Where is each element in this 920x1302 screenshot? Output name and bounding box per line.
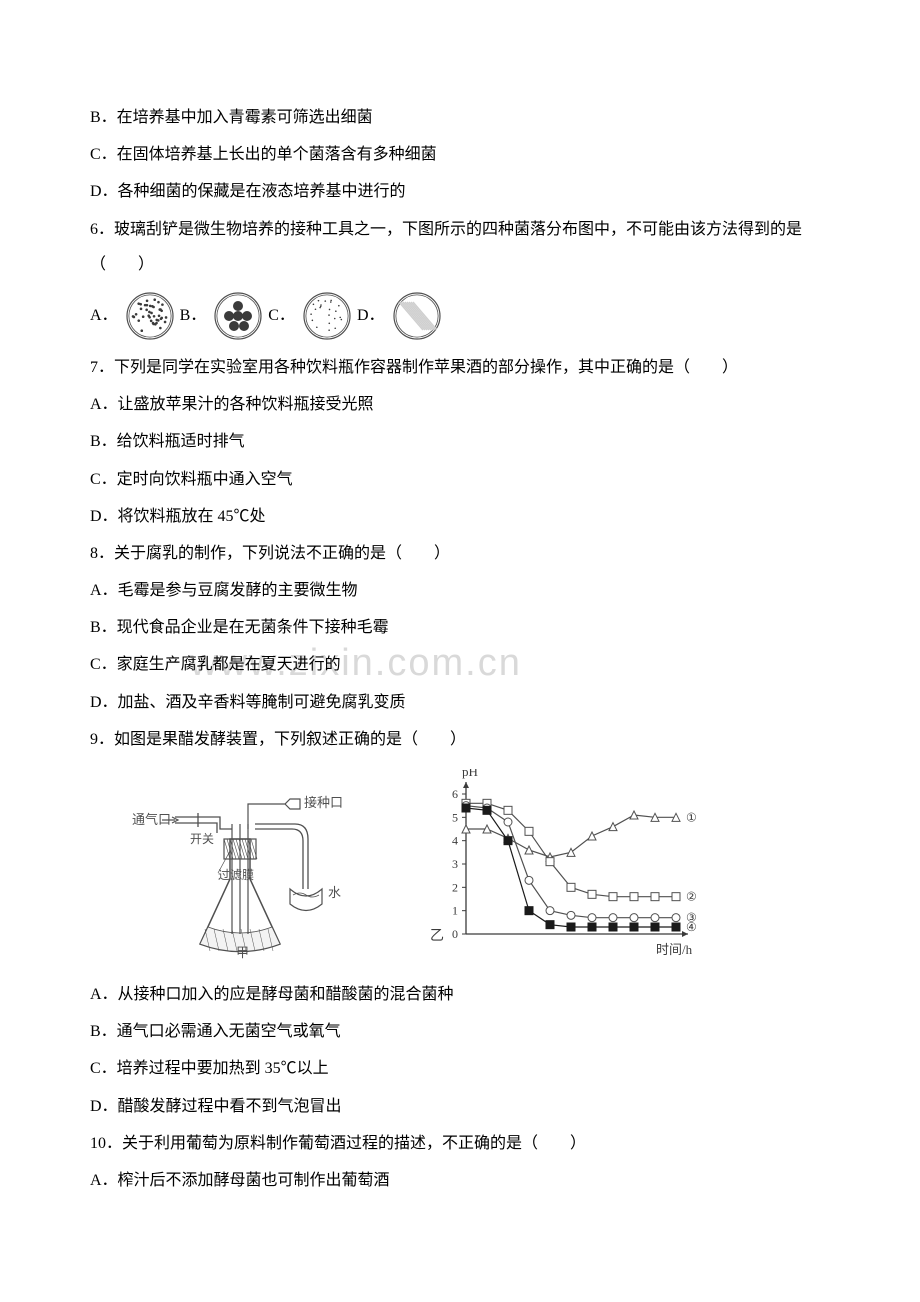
q5-option-d: D．各种细菌的保藏是在液态培养基中进行的 [90, 174, 830, 209]
q7-option-c: C．定时向饮料瓶中通入空气 [90, 462, 830, 497]
svg-text:通气口: 通气口 [132, 812, 171, 827]
svg-text:①: ① [686, 810, 697, 824]
svg-text:④: ④ [686, 920, 697, 934]
q5-option-b: B．在培养基中加入青霉素可筛选出细菌 [90, 100, 830, 135]
q8-option-c: C．家庭生产腐乳都是在夏天进行的 [90, 647, 830, 682]
svg-text:pH: pH [462, 769, 478, 779]
svg-text:开关: 开关 [190, 832, 214, 846]
q9-option-d: D．醋酸发酵过程中看不到气泡冒出 [90, 1089, 830, 1124]
q8-option-a: A．毛霉是参与豆腐发酵的主要微生物 [90, 573, 830, 608]
svg-text:1: 1 [452, 904, 458, 918]
svg-text:6: 6 [452, 787, 458, 801]
q9-flask-diagram: 通气口开关过滤膜 接种口水甲 [90, 769, 390, 959]
svg-text:②: ② [686, 890, 697, 904]
q6-dish-b-icon [214, 292, 262, 340]
q6-c-label: C． [268, 298, 295, 333]
svg-text:3: 3 [452, 857, 458, 871]
q6-dish-d-icon [393, 292, 441, 340]
q9-option-c: C．培养过程中要加热到 35℃以上 [90, 1051, 830, 1086]
svg-text:甲: 甲 [236, 945, 249, 959]
q7-option-a: A．让盛放苹果汁的各种饮料瓶接受光照 [90, 387, 830, 422]
q7-option-b: B．给饮料瓶适时排气 [90, 424, 830, 459]
q6-dish-c-icon [303, 292, 351, 340]
svg-text:时间/h: 时间/h [656, 942, 693, 957]
q9-ph-chart: 0123456pH时间/h乙①②③④ [420, 769, 730, 959]
svg-text:水: 水 [328, 885, 341, 900]
q10-option-a: A．榨汁后不添加酵母菌也可制作出葡萄酒 [90, 1163, 830, 1198]
svg-text:5: 5 [452, 810, 458, 824]
svg-text:过滤膜: 过滤膜 [218, 868, 254, 882]
q6-a-label: A． [90, 298, 118, 333]
q6-d-label: D． [357, 298, 385, 333]
q6-options-row: A． B． C． D． [90, 292, 830, 340]
svg-text:乙: 乙 [430, 928, 444, 944]
q8-option-d: D．加盐、酒及辛香料等腌制可避免腐乳变质 [90, 685, 830, 720]
q6-stem: 6．玻璃刮铲是微生物培养的接种工具之一，下图所示的四种菌落分布图中，不可能由该方… [90, 212, 830, 282]
q9-option-b: B．通气口必需通入无菌空气或氧气 [90, 1014, 830, 1049]
svg-text:2: 2 [452, 880, 458, 894]
q6-dish-a-icon [126, 292, 174, 340]
q7-option-d: D．将饮料瓶放在 45℃处 [90, 499, 830, 534]
q8-stem: 8．关于腐乳的制作，下列说法不正确的是（ ） [90, 536, 830, 571]
q7-stem: 7．下列是同学在实验室用各种饮料瓶作容器制作苹果酒的部分操作，其中正确的是（ ） [90, 350, 830, 385]
svg-text:4: 4 [452, 834, 458, 848]
q5-option-c: C．在固体培养基上长出的单个菌落含有多种细菌 [90, 137, 830, 172]
svg-text:0: 0 [452, 927, 458, 941]
q8-option-b: B．现代食品企业是在无菌条件下接种毛霉 [90, 610, 830, 645]
q9-figure-row: 通气口开关过滤膜接种口水甲 0123456pH时间/h乙①②③④ [90, 769, 830, 959]
svg-text:接种口: 接种口 [304, 795, 343, 810]
q9-stem: 9．如图是果醋发酵装置，下列叙述正确的是（ ） [90, 722, 830, 757]
q10-stem: 10．关于利用葡萄为原料制作葡萄酒过程的描述，不正确的是（ ） [90, 1126, 830, 1161]
q6-b-label: B． [180, 298, 207, 333]
q9-option-a: A．从接种口加入的应是酵母菌和醋酸菌的混合菌种 [90, 977, 830, 1012]
